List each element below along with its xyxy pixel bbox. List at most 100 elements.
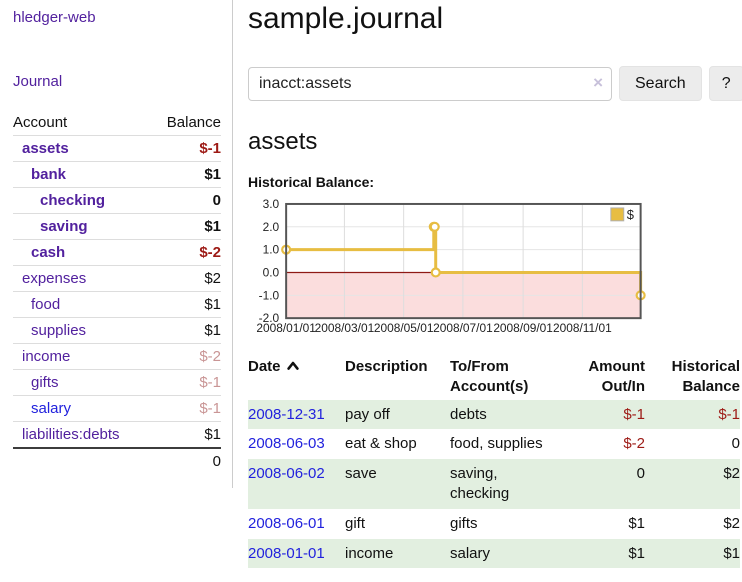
- account-row: food $1: [13, 291, 221, 317]
- transaction-date-link[interactable]: 2008-06-03: [248, 435, 325, 453]
- transaction-description: save: [345, 465, 377, 483]
- transaction-amount: $1: [628, 514, 645, 532]
- account-row: saving $1: [13, 213, 221, 239]
- column-header-amount-out-in[interactable]: Amount Out/In: [568, 354, 645, 400]
- svg-text:2008/11/01: 2008/11/01: [553, 321, 612, 335]
- account-balance: $-1: [199, 140, 221, 157]
- search-input[interactable]: [248, 66, 612, 101]
- sidebar-account-assets[interactable]: assets: [22, 140, 69, 157]
- transaction-accounts: food, supplies: [450, 435, 543, 453]
- balance-column-label: Balance: [166, 114, 221, 131]
- svg-text:-1.0: -1.0: [259, 288, 280, 302]
- transaction-accounts: salary: [450, 544, 491, 562]
- transaction-amount: $-2: [623, 435, 645, 453]
- register-table: Date Description To/From Account(s) Amount …: [248, 354, 740, 569]
- account-balance: $-1: [199, 374, 221, 391]
- app-layout: hledger-web Journal Account Balance asse…: [0, 0, 742, 569]
- transaction-balance: $1: [723, 544, 740, 562]
- transaction-date-link[interactable]: 2008-06-01: [248, 514, 325, 532]
- account-balance: $1: [204, 218, 221, 235]
- sidebar-account-liabilities-debts[interactable]: liabilities:debts: [22, 426, 120, 443]
- column-header-label: Historical Balance: [671, 358, 740, 395]
- sidebar-item-journal[interactable]: Journal: [13, 73, 63, 90]
- svg-text:2008/09/01: 2008/09/01: [493, 321, 553, 335]
- account-row: supplies $1: [13, 317, 221, 343]
- accounts-total: 0: [13, 447, 221, 474]
- transaction-balance: 0: [731, 435, 740, 453]
- account-row: gifts $-1: [13, 369, 221, 395]
- svg-text:2008/07/01: 2008/07/01: [433, 321, 493, 335]
- transaction-amount: $-1: [623, 405, 645, 423]
- sidebar-account-cash[interactable]: cash: [31, 244, 66, 261]
- transaction-balance: $2: [723, 514, 740, 532]
- svg-text:3.0: 3.0: [263, 199, 280, 211]
- register-header-row: Date Description To/From Account(s) Amount …: [248, 354, 740, 400]
- transaction-date-cell: 2008-06-03: [248, 429, 345, 459]
- transaction-description: eat & shop: [345, 435, 417, 453]
- sidebar-account-checking[interactable]: checking: [40, 192, 106, 209]
- account-balance: $-2: [199, 244, 221, 261]
- transaction-date-cell: 2008-06-01: [248, 509, 345, 539]
- column-header-label: Amount Out/In: [588, 358, 645, 395]
- transaction-date-link[interactable]: 2008-12-31: [248, 405, 325, 423]
- transaction-date-cell: 2008-12-31: [248, 400, 345, 430]
- sidebar-account-saving[interactable]: saving: [40, 218, 88, 235]
- account-balance: $2: [204, 270, 221, 287]
- help-button[interactable]: ?: [708, 66, 742, 101]
- transaction-accounts: debts: [450, 405, 487, 423]
- account-balance: $-2: [199, 348, 221, 365]
- account-title: assets: [248, 128, 318, 155]
- register-row: 2008-06-03 eat & shop food, supplies $-2 0: [248, 429, 740, 459]
- column-header-label: Description: [345, 358, 428, 375]
- brand: hledger-web: [13, 9, 221, 27]
- account-balance: $1: [204, 296, 221, 313]
- register-row: 2008-06-02 save saving, checking 0 $2: [248, 459, 740, 509]
- page-title: sample.journal: [248, 2, 444, 35]
- column-header-label: To/From Account(s): [450, 358, 529, 395]
- accounts-table-header: Account Balance: [13, 110, 221, 135]
- transaction-amount: 0: [636, 465, 645, 483]
- account-balance: $1: [204, 322, 221, 339]
- transaction-accounts: saving, checking: [450, 465, 510, 502]
- transaction-balance: $2: [723, 465, 740, 483]
- transaction-description: income: [345, 544, 394, 562]
- sidebar-account-expenses[interactable]: expenses: [22, 270, 87, 287]
- account-row: salary $-1: [13, 395, 221, 421]
- column-header-date[interactable]: Date: [248, 354, 345, 400]
- transaction-date-link[interactable]: 2008-06-02: [248, 465, 325, 483]
- chart-title: Historical Balance:: [248, 174, 375, 190]
- transaction-date-link[interactable]: 2008-01-01: [248, 544, 325, 562]
- svg-text:0.0: 0.0: [263, 265, 280, 279]
- column-header-to-from-account-s[interactable]: To/From Account(s): [450, 354, 568, 400]
- search-bar: × Search ?: [248, 66, 742, 101]
- account-row: cash $-2: [13, 239, 221, 265]
- sidebar-account-salary[interactable]: salary: [31, 400, 72, 417]
- search-button[interactable]: Search: [619, 66, 702, 101]
- brand-link-hledger-web[interactable]: hledger-web: [13, 9, 96, 26]
- column-header-description[interactable]: Description: [345, 354, 450, 400]
- column-header-label: Date: [248, 358, 281, 375]
- svg-text:2008/01/01: 2008/01/01: [256, 321, 316, 335]
- accounts-list: assets $-1 bank $1 checking 0 saving $1 cash $-2 e…: [13, 135, 221, 447]
- svg-text:2008/05/01: 2008/05/01: [374, 321, 434, 335]
- svg-text:$: $: [627, 207, 634, 222]
- account-balance: $1: [204, 426, 221, 443]
- account-row: assets $-1: [13, 135, 221, 161]
- sidebar-account-supplies[interactable]: supplies: [31, 322, 87, 339]
- account-row: income $-2: [13, 343, 221, 369]
- account-balance: 0: [212, 192, 221, 209]
- sidebar-account-food[interactable]: food: [31, 296, 61, 313]
- transaction-amount: $1: [628, 544, 645, 562]
- column-header-historical-balance[interactable]: Historical Balance: [645, 354, 740, 400]
- sidebar-account-bank[interactable]: bank: [31, 166, 67, 183]
- account-row: bank $1: [13, 161, 221, 187]
- account-row: expenses $2: [13, 265, 221, 291]
- chart-legend: $: [610, 207, 634, 222]
- historical-balance-chart: 3.0 2.0 1.0 0.0 -1.0 -2.0 2008/01/01 2008/03/01…: [248, 199, 742, 340]
- clear-search-icon[interactable]: ×: [593, 72, 603, 92]
- main-content: sample.journal × Search ? assets Histori…: [233, 0, 742, 569]
- sidebar: hledger-web Journal Account Balance asse…: [0, 0, 233, 488]
- legend-swatch-icon: [610, 207, 625, 222]
- sidebar-account-income[interactable]: income: [22, 348, 71, 365]
- sidebar-account-gifts[interactable]: gifts: [31, 374, 59, 391]
